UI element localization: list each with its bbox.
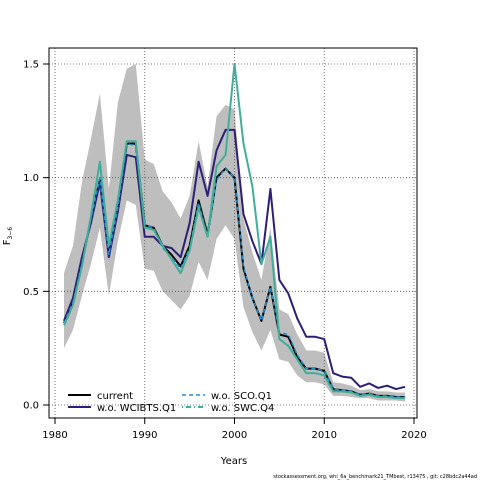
y-tick-label: 0.5 [23,287,39,298]
legend-label-4: w.o. SWC.Q4 [211,403,274,414]
plot-frame [48,47,418,419]
x-tick-label: 1990 [132,430,157,441]
series-layer [63,63,406,400]
y-axis-title-group: F3−6 [2,227,14,246]
y-axis-ticks: 0.0 0.5 1.0 1.5 [23,60,49,412]
footnote: stockassessment.org, whi_6a_benchmark21_… [273,474,477,480]
confidence-band-layer [63,64,406,402]
legend-label-3: w.o. SCO.Q1 [211,391,272,402]
y-tick-label: 1.0 [23,173,39,184]
y-axis-title: F3−6 [2,227,14,246]
x-tick-label: 2000 [222,430,247,441]
x-axis-ticks: 1980 1990 2000 2010 2020 [42,418,427,441]
y-tick-label: 0.0 [23,401,39,412]
confidence-band [63,64,406,402]
x-tick-label: 1980 [42,430,67,441]
legend-label-1: current [97,391,133,402]
series-line-4 [63,63,406,400]
series-line-2 [63,128,406,391]
y-axis-title-subscript: 3−6 [7,227,14,240]
grid-layer [49,48,417,418]
legend-label-2: w.o. WCIBTS.Q1 [97,403,176,414]
y-axis-title-main: F [2,239,13,245]
x-tick-label: 2010 [312,430,337,441]
x-axis-title: Years [220,456,247,467]
x-tick-label: 2020 [401,430,426,441]
y-tick-label: 1.5 [23,60,39,71]
